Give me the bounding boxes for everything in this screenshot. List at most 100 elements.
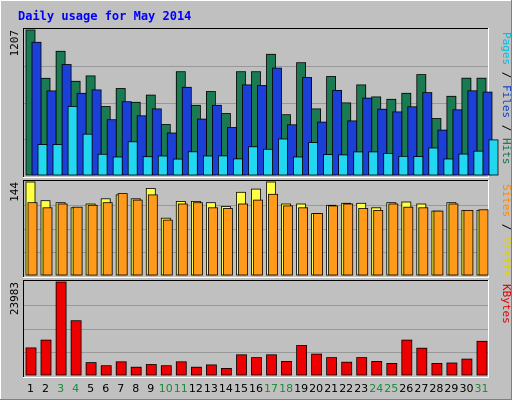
- bar-kbytes-day-28: [431, 362, 443, 376]
- panel-visits-sites: 144 Sites / Visits: [8, 180, 512, 278]
- bar-sites-day-27: [418, 207, 429, 276]
- bar-sites-day-7: [117, 193, 128, 276]
- bar-kbytes-day-31: [476, 340, 488, 376]
- bar-files-day-1: [31, 41, 42, 176]
- bar-files-day-7: [121, 101, 132, 176]
- legend-part-visits-sites-1: /: [500, 217, 512, 237]
- panel-hits-files-pages: 1207 Pages / Files / Hits: [8, 28, 512, 178]
- bar-pages-day-4: [82, 133, 93, 176]
- bar-files-day-24: [377, 108, 388, 176]
- day-label-30: 30: [460, 382, 474, 395]
- bar-kbytes-day-18: [281, 360, 292, 376]
- bar-files-day-27: [422, 92, 433, 176]
- bar-files-day-30: [467, 90, 478, 176]
- day-label-14: 14: [219, 382, 233, 395]
- bar-pages-day-7: [127, 141, 138, 176]
- bar-sites-day-8: [132, 199, 143, 276]
- bar-pages-day-26: [413, 156, 424, 176]
- bar-sites-day-21: [328, 205, 339, 276]
- bar-sites-day-1: [27, 202, 38, 276]
- day-label-6: 6: [102, 382, 109, 395]
- bar-kbytes-day-12: [190, 366, 202, 376]
- bar-sites-day-13: [207, 207, 218, 276]
- bar-pages-day-31: [488, 139, 499, 176]
- bar-sites-day-24: [373, 209, 384, 276]
- bar-pages-day-12: [202, 155, 213, 176]
- bar-files-day-2: [46, 90, 57, 176]
- bar-pages-day-10: [172, 158, 183, 176]
- bar-files-day-15: [242, 84, 252, 176]
- bar-sites-day-18: [283, 205, 293, 276]
- bar-kbytes-day-21: [326, 357, 338, 376]
- bar-sites-day-20: [313, 213, 324, 276]
- bar-pages-day-14: [232, 158, 243, 176]
- bar-kbytes-day-10: [160, 365, 172, 376]
- bar-kbytes-day-1: [25, 347, 37, 376]
- day-label-26: 26: [399, 382, 413, 395]
- legend-part-hits-files-pages-2: Files: [500, 85, 512, 118]
- bar-pages-day-23: [368, 151, 379, 176]
- panel-kbytes: 23983 KBytes: [8, 280, 512, 378]
- bar-kbytes-day-6: [100, 365, 112, 376]
- chart-panels: 1207 Pages / Files / Hits 144 Sites / Visit…: [8, 28, 512, 378]
- bar-kbytes-day-16: [251, 357, 262, 376]
- bar-pages-day-11: [187, 151, 198, 176]
- bar-pages-day-8: [142, 156, 153, 176]
- bar-files-day-26: [407, 106, 418, 176]
- bar-sites-day-6: [102, 202, 113, 276]
- bar-pages-day-25: [398, 155, 409, 176]
- bar-pages-day-3: [67, 106, 78, 176]
- legend-part-hits-files-pages-4: Hits: [500, 138, 512, 165]
- bar-pages-day-28: [443, 158, 454, 176]
- bar-sites-day-9: [147, 194, 158, 276]
- bar-files-day-19: [302, 77, 313, 176]
- chart-title: Daily usage for May 2014: [18, 9, 191, 23]
- bar-pages-day-20: [323, 154, 334, 176]
- bar-files-day-25: [392, 111, 403, 176]
- bar-sites-day-12: [192, 202, 203, 276]
- bar-pages-day-13: [217, 155, 228, 176]
- bar-kbytes-day-4: [70, 320, 82, 376]
- bar-sites-day-25: [388, 203, 399, 276]
- bar-pages-day-22: [353, 151, 364, 176]
- bar-files-day-13: [211, 104, 222, 176]
- bar-sites-day-16: [253, 199, 263, 276]
- legend-kbytes: KBytes: [500, 284, 512, 324]
- day-label-23: 23: [354, 382, 368, 395]
- bar-files-day-22: [347, 120, 358, 176]
- legend-part-visits-sites-2: Visits: [500, 237, 512, 277]
- day-label-4: 4: [72, 382, 79, 395]
- day-label-28: 28: [429, 382, 443, 395]
- day-label-13: 13: [204, 382, 218, 395]
- day-label-25: 25: [384, 382, 398, 395]
- ymax-label-hits-files-pages: 1207: [8, 30, 21, 57]
- legend-part-kbytes-0: KBytes: [500, 284, 512, 324]
- bar-sites-day-23: [358, 208, 369, 276]
- bar-kbytes-day-9: [145, 364, 157, 376]
- day-label-18: 18: [279, 382, 293, 395]
- bar-files-day-12: [196, 118, 207, 176]
- day-label-10: 10: [159, 382, 173, 395]
- bar-files-day-23: [362, 97, 373, 176]
- bar-kbytes-day-27: [416, 347, 428, 376]
- bar-files-day-6: [106, 119, 117, 176]
- bar-sites-day-29: [448, 203, 459, 276]
- bar-kbytes-day-7: [115, 361, 127, 376]
- bar-kbytes-day-15: [236, 354, 247, 376]
- bar-kbytes-day-26: [401, 339, 413, 376]
- day-label-2: 2: [42, 382, 49, 395]
- bar-kbytes-day-25: [386, 362, 398, 376]
- day-label-7: 7: [117, 382, 124, 395]
- bar-pages-day-1: [37, 144, 48, 176]
- bar-pages-day-9: [157, 155, 168, 176]
- bar-pages-day-27: [428, 147, 439, 176]
- bar-sites-day-17: [268, 193, 278, 276]
- day-label-27: 27: [414, 382, 428, 395]
- bar-sites-day-3: [57, 203, 68, 276]
- day-label-3: 3: [57, 382, 64, 395]
- bar-pages-day-21: [338, 154, 349, 176]
- bar-kbytes-day-30: [461, 358, 473, 376]
- day-label-16: 16: [249, 382, 263, 395]
- day-label-29: 29: [444, 382, 458, 395]
- day-label-12: 12: [189, 382, 203, 395]
